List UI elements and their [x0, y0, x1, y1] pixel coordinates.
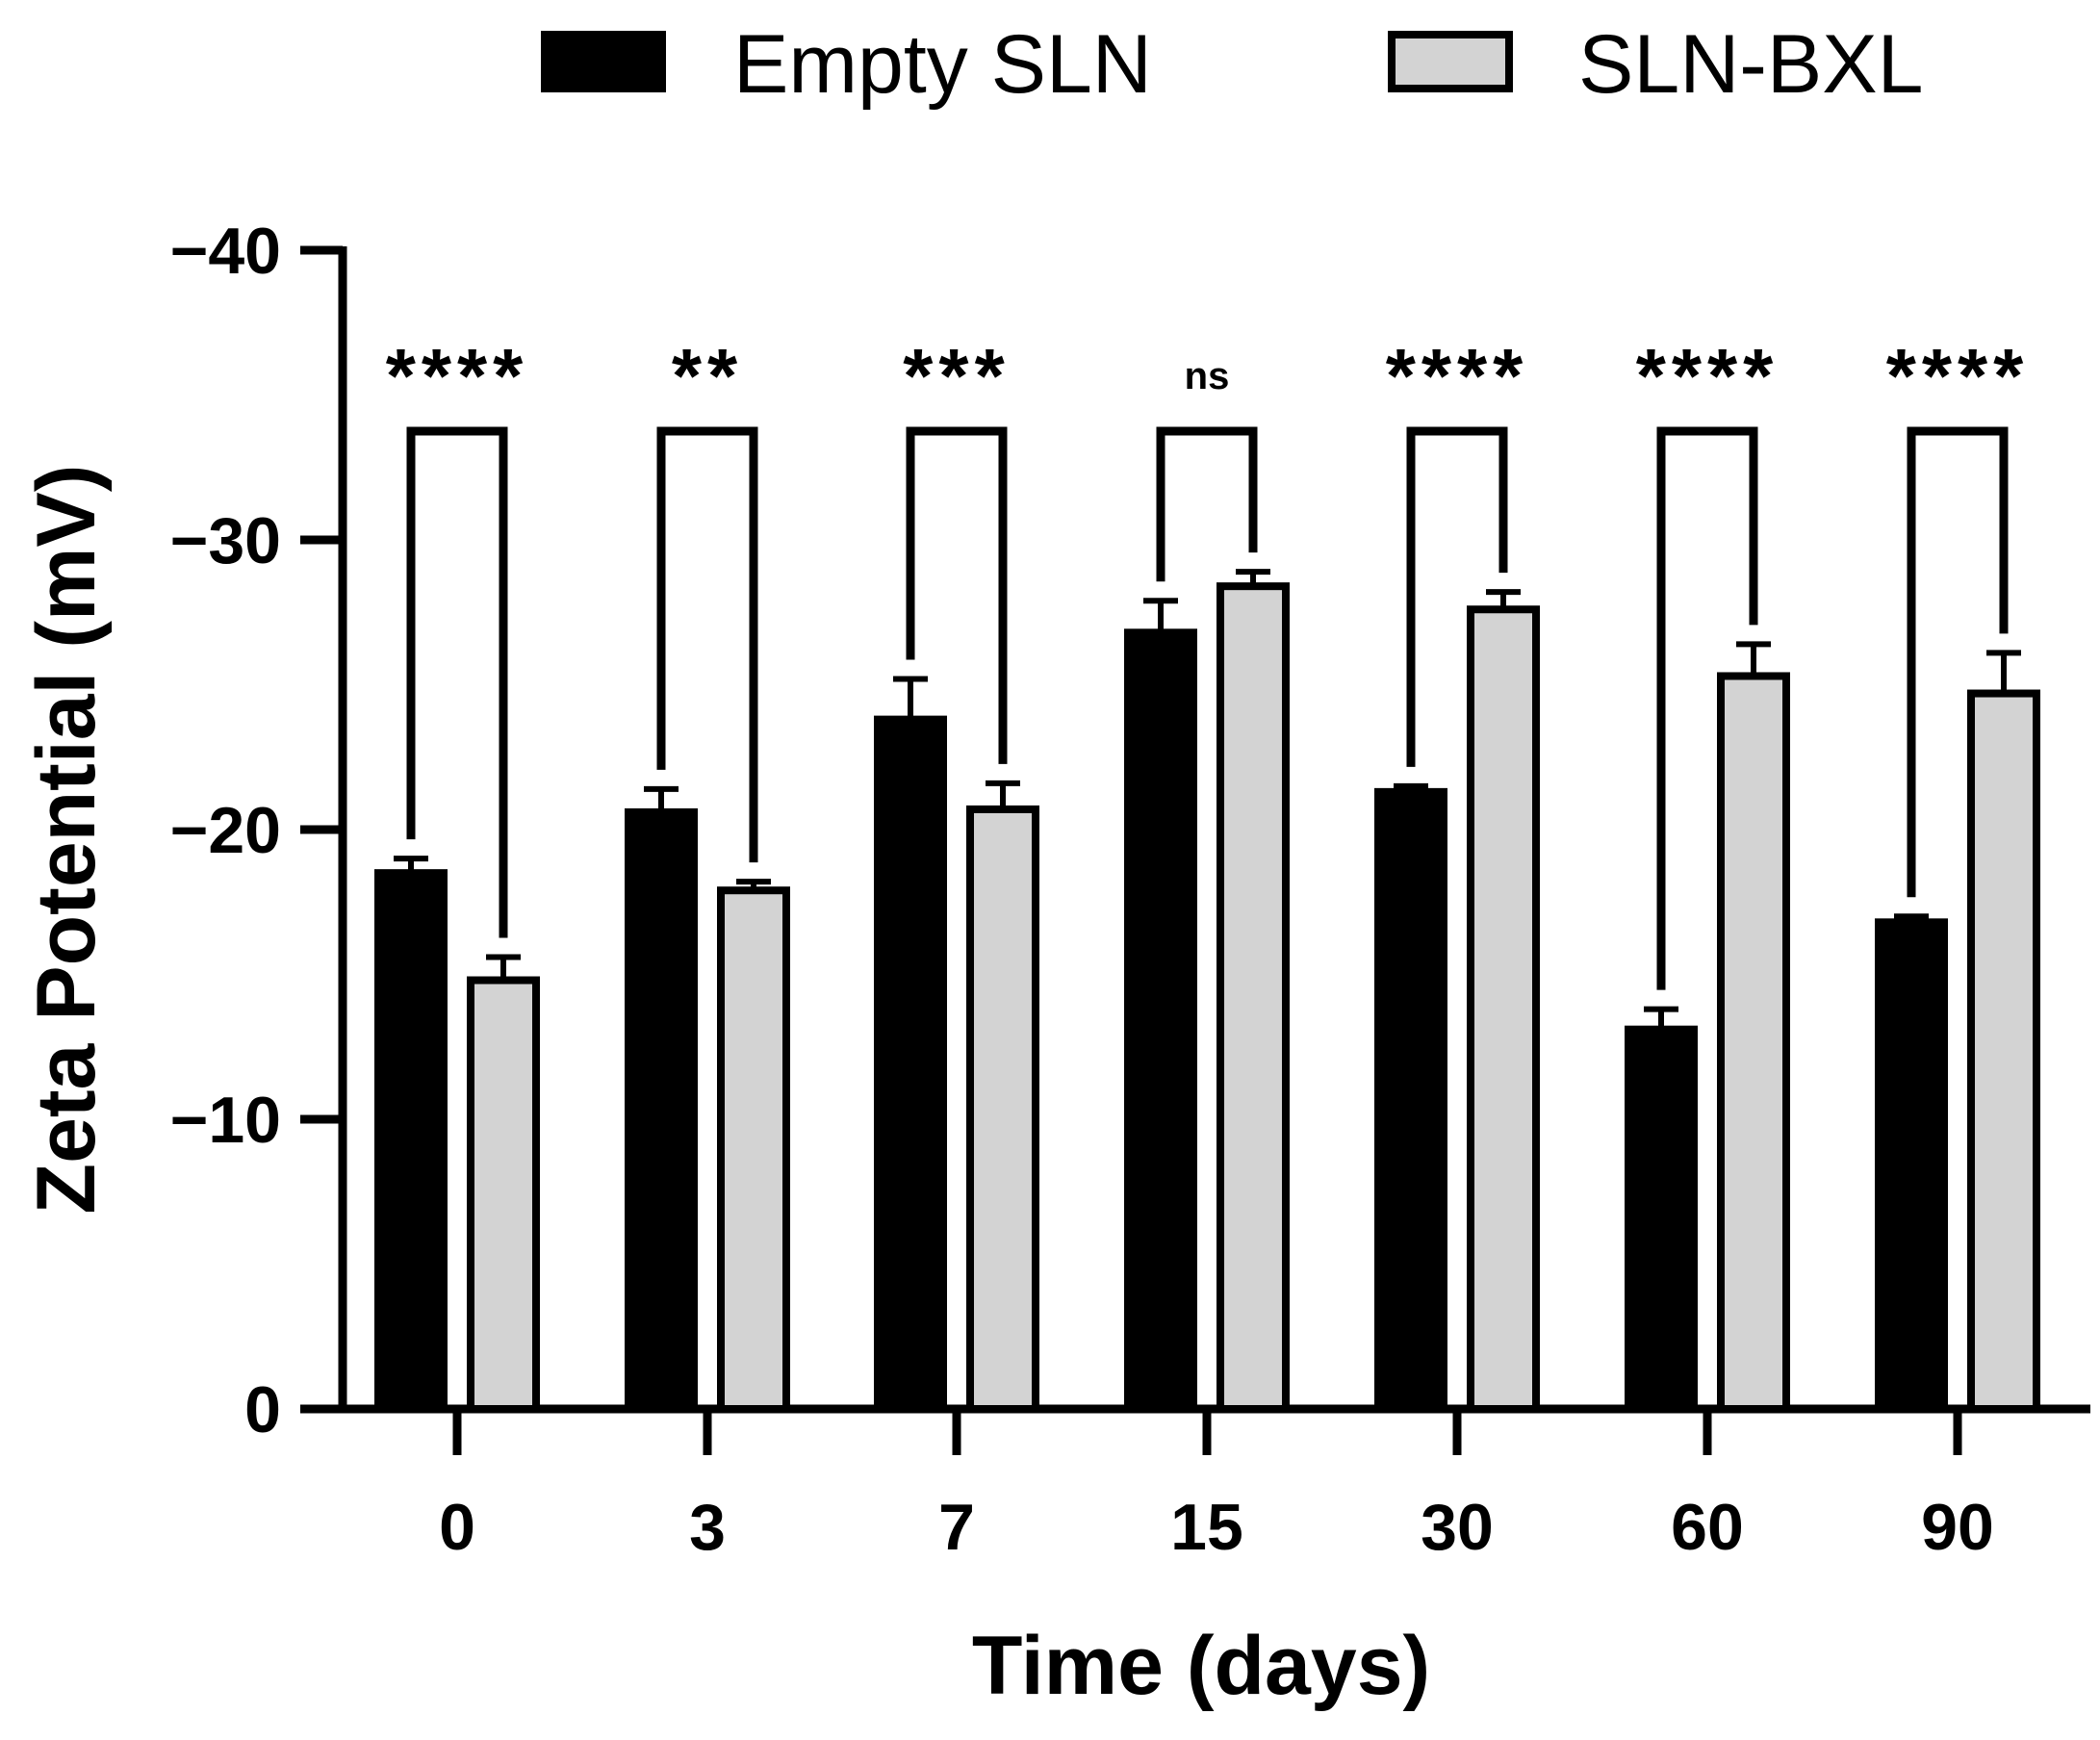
significance-label: ***: [903, 333, 1010, 419]
bar-sln-bxl: [1967, 689, 2040, 1413]
x-tick-label: 7: [938, 1491, 975, 1564]
bar-empty-sln: [1625, 1025, 1698, 1413]
bar-sln-bxl: [966, 805, 1039, 1413]
bar-empty-sln: [874, 715, 947, 1413]
plot-area: 0−10−20−30−400 3 7 15 30 60 90**** ** *** ns **** *…: [170, 215, 2090, 1564]
significance-bracket: [906, 426, 1008, 764]
significance-bracket: [1656, 426, 1758, 990]
significance-label: ns: [1185, 355, 1230, 397]
y-tick-label: −10: [170, 1084, 281, 1157]
x-tick-label: 30: [1421, 1491, 1494, 1564]
x-tick-label: 3: [689, 1491, 726, 1564]
x-tick-label: 0: [439, 1491, 475, 1564]
significance-label: ****: [1886, 333, 2030, 419]
bar-empty-sln: [1124, 628, 1197, 1413]
significance-label: ****: [1636, 333, 1780, 419]
bar-empty-sln: [374, 869, 448, 1413]
y-tick-label: −40: [170, 215, 281, 288]
significance-bracket: [1907, 426, 2009, 898]
bar-sln-bxl: [717, 886, 790, 1413]
y-tick-label: −20: [170, 794, 281, 867]
significance-bracket: [1156, 426, 1258, 582]
x-tick-label: 90: [1921, 1491, 1994, 1564]
legend-label-sln-bxl: SLN-BXL: [1578, 18, 1924, 111]
significance-label: ****: [386, 333, 529, 419]
bar-empty-sln: [1374, 787, 1447, 1413]
bar-empty-sln: [1875, 918, 1948, 1413]
y-axis-title: Zeta Potential (mV): [20, 465, 113, 1215]
bar-empty-sln: [625, 807, 698, 1413]
bar-sln-bxl: [1717, 672, 1790, 1413]
bar-sln-bxl: [467, 976, 540, 1414]
x-axis-title: Time (days): [972, 1620, 1430, 1712]
legend-label-empty-sln: Empty SLN: [733, 18, 1152, 111]
significance-bracket: [1406, 426, 1508, 767]
x-tick-label: 60: [1671, 1491, 1744, 1564]
significance-label: **: [672, 333, 743, 419]
y-tick-label: 0: [244, 1373, 281, 1446]
significance-label: ****: [1386, 333, 1529, 419]
y-tick-label: −30: [170, 504, 281, 577]
legend-swatch-empty-sln: [541, 31, 666, 92]
legend-swatch-sln-bxl: [1388, 31, 1513, 92]
x-tick-label: 15: [1170, 1491, 1243, 1564]
significance-bracket: [406, 426, 508, 938]
bar-sln-bxl: [1467, 605, 1540, 1413]
significance-bracket: [656, 426, 758, 863]
legend: Empty SLN SLN-BXL: [541, 18, 1924, 111]
bar-sln-bxl: [1216, 582, 1290, 1413]
